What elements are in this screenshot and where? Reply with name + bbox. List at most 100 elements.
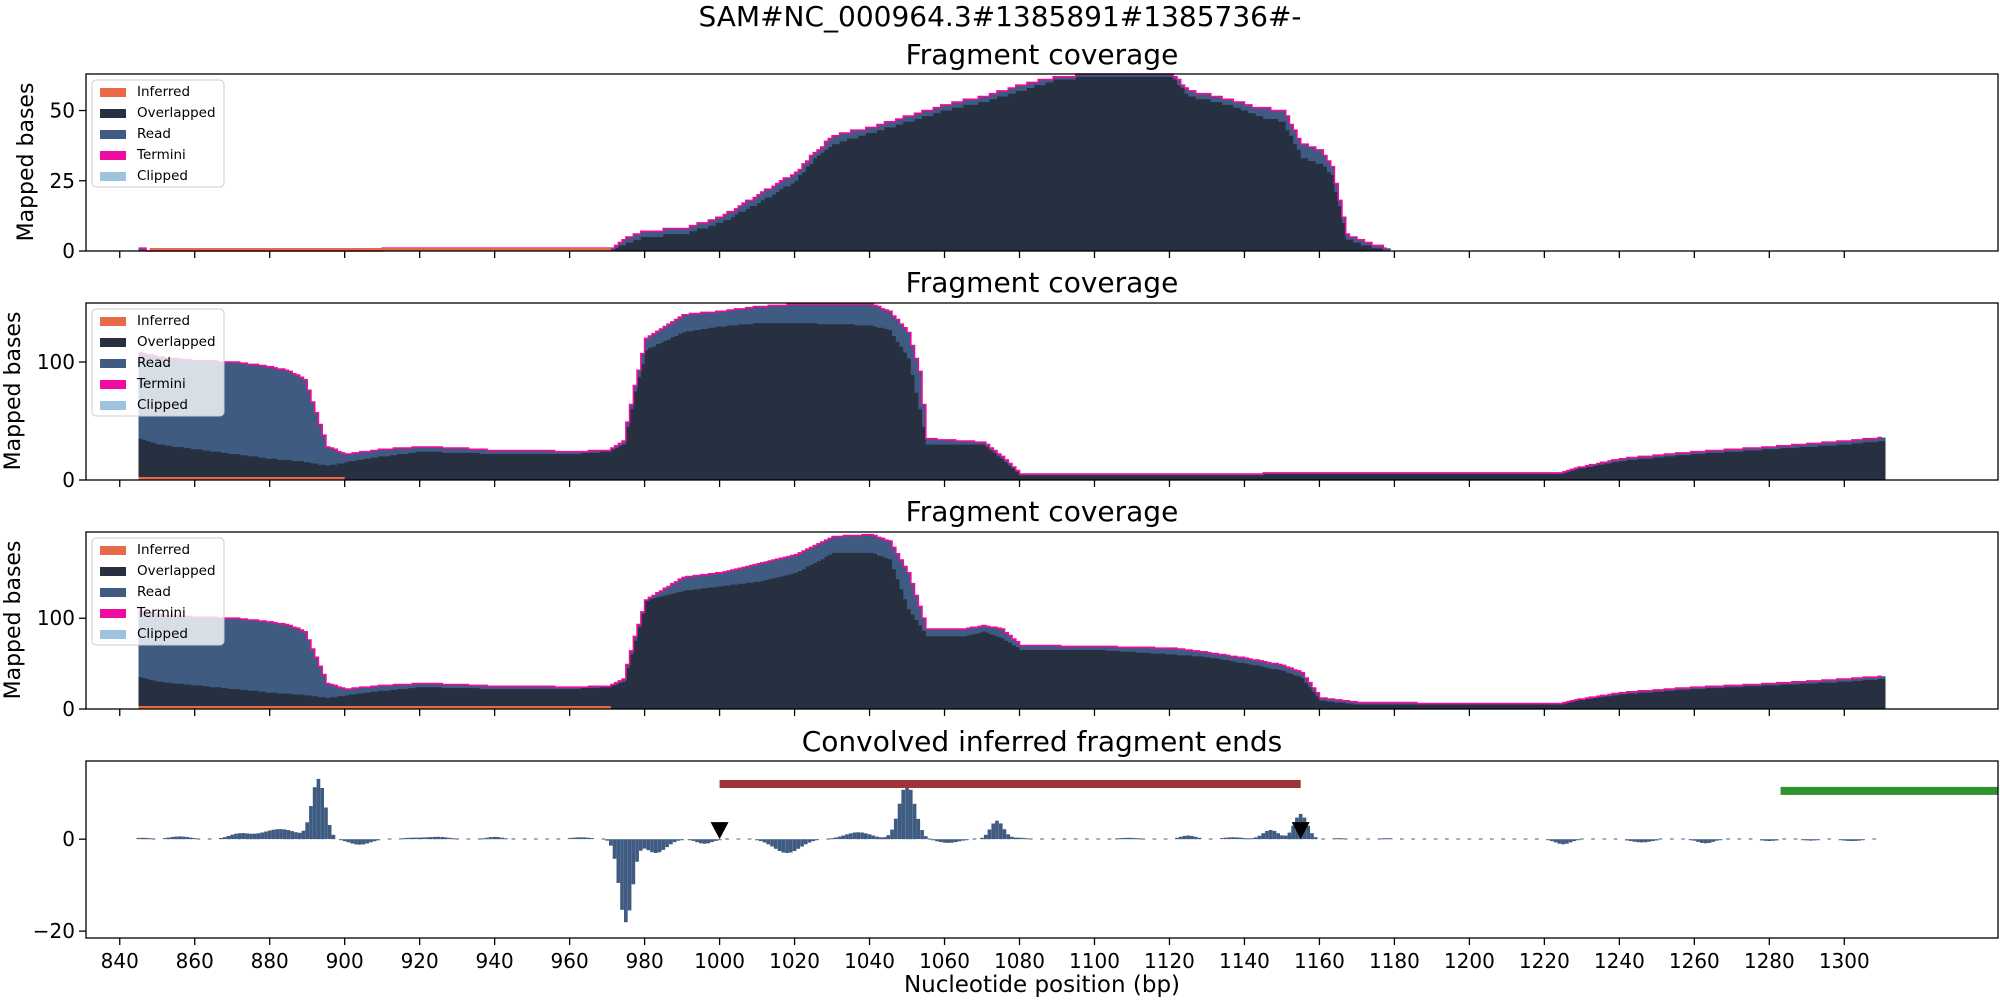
convolved-ends-panel: Convolved inferred fragment ends −20 0 84… (33, 725, 1999, 973)
convolved-bar (691, 839, 696, 841)
coverage-plot-3-xticks (119, 709, 1845, 716)
coverage-plot-2-title: Fragment coverage (906, 266, 1179, 299)
x-tick-label: 900 (326, 949, 364, 973)
convolved-bar (998, 823, 1003, 840)
convolved-bar (1812, 839, 1817, 841)
convolved-bar (1643, 839, 1648, 843)
x-tick-label: 1060 (919, 949, 970, 973)
convolved-bar (466, 838, 471, 840)
legend-label-overlapped: Overlapped (137, 105, 216, 121)
inferred-coverage-strip (149, 248, 611, 251)
y-tick-label: −20 (33, 919, 75, 943)
convolved-bar (1572, 839, 1577, 842)
convolved-bar (1276, 833, 1280, 840)
convolved-bar (331, 834, 336, 840)
convolved-bar (1197, 837, 1202, 840)
convolved-bar (301, 830, 306, 840)
convolved-bar (436, 836, 441, 840)
convolved-bar (1291, 825, 1295, 840)
convolved-bar (354, 839, 358, 845)
convolved-bar (890, 829, 894, 840)
convolved-bar (357, 839, 362, 845)
convolved-bar (905, 784, 909, 840)
convolved-bar (1793, 838, 1798, 840)
convolved-bar (1632, 839, 1637, 842)
convolved-bar (1115, 838, 1119, 840)
convolved-bar (878, 837, 883, 840)
convolved-bar (320, 788, 324, 840)
convolved-bar (1133, 838, 1138, 840)
convolved-bar (845, 834, 849, 840)
convolved-bar (695, 839, 699, 843)
convolved-bar (781, 839, 786, 853)
convolved-bar (309, 806, 313, 840)
convolved-bar (1118, 838, 1123, 840)
convolved-bar (792, 839, 797, 851)
coverage-plot-1-ylabel: Mapped bases (14, 83, 39, 242)
convolved-bar (1512, 838, 1517, 840)
end-marker-triangle (710, 822, 729, 840)
convolved-bar (1377, 838, 1382, 840)
convolved-bar (252, 833, 257, 840)
coverage-plot-2-frame (85, 302, 1999, 481)
convolved-bar (672, 839, 677, 843)
convolved-bar (1152, 838, 1157, 840)
convolved-bar (579, 837, 583, 840)
convolved-bar (1523, 838, 1528, 840)
convolved-bar (1647, 839, 1652, 842)
convolved-bar (241, 833, 246, 840)
legend-label-clipped: Clipped (137, 168, 188, 184)
convolved-bar (1804, 839, 1809, 841)
convolved-bar (1268, 830, 1273, 840)
convolved-bar (1655, 839, 1659, 841)
coverage-plot-3-legend: Inferred Overlapped Read Termini Clipped (91, 537, 225, 646)
y-tick-label: 0 (62, 697, 75, 721)
convolved-bar (1182, 835, 1187, 840)
convolved-bar (803, 839, 808, 845)
convolved-bar (1490, 838, 1494, 840)
inferred-coverage-strip (138, 706, 611, 709)
x-tick-label: 1020 (769, 949, 820, 973)
convolved-bar (522, 838, 527, 840)
convolved-bar (1827, 838, 1832, 840)
convolved-bar (1340, 838, 1344, 840)
convolved-bar (582, 837, 587, 840)
read-coverage-area (138, 304, 1886, 480)
convolved-bar (1718, 839, 1723, 841)
legend-label-clipped: Clipped (137, 626, 188, 642)
convolved-bar (770, 839, 774, 847)
convolved-bar (1467, 838, 1472, 840)
convolved-bar (477, 838, 482, 840)
x-tick-label: 960 (551, 949, 589, 973)
x-tick-label: 1220 (1519, 949, 1570, 973)
convolved-bar (1385, 838, 1389, 840)
legend-label-inferred: Inferred (137, 84, 190, 100)
legend-swatch-inferred (100, 88, 126, 97)
convolved-bar (1700, 839, 1704, 843)
y-tick-label: 100 (37, 606, 75, 630)
convolved-bar (882, 837, 887, 840)
convolved-bar (1808, 839, 1813, 841)
convolved-bar (1186, 835, 1190, 840)
convolved-bar (1846, 839, 1850, 841)
convolved-bar (766, 839, 771, 845)
coverage-panel-2: Fragment coverage Mapped bases 0 100 Infe… (1, 266, 1999, 492)
convolved-bar (1096, 838, 1101, 840)
coverage-plot-1-xticks (119, 251, 1845, 258)
convolved-bar (991, 823, 996, 840)
convolved-bar (837, 836, 842, 840)
y-tick-label: 25 (50, 169, 75, 193)
convolved-bar (1283, 835, 1288, 840)
convolved-bar (1714, 839, 1719, 841)
convolved-bar (174, 836, 178, 840)
convolved-ends-xticks: 840 860 880 900 920 940 960 980 1000 1020 1040 1060… (101, 938, 1870, 973)
x-tick-label: 860 (176, 949, 214, 973)
convolved-bar (170, 837, 175, 840)
convolved-bar (414, 837, 418, 840)
convolved-bar (1782, 838, 1787, 840)
termini-edge-line (138, 303, 1882, 475)
convolved-bar (166, 837, 171, 840)
convolved-bar (1658, 838, 1663, 840)
coverage-plot-2-xticks (119, 480, 1845, 487)
convolved-bar (1763, 839, 1768, 841)
